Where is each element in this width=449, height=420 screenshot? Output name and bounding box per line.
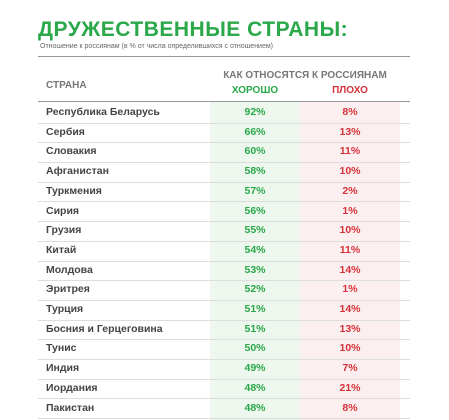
table-row: Китай 54% 11%: [38, 241, 410, 262]
good-value: 56%: [244, 204, 266, 217]
table-row: Сирия 56% 1%: [38, 202, 410, 223]
country: Молдова: [46, 263, 93, 276]
country: Турция: [46, 303, 84, 315]
bad-value: 11%: [339, 145, 361, 158]
country: Китай: [46, 243, 77, 256]
table-row: Республика Беларусь 92% 8%: [38, 103, 410, 124]
table-row: Иордания 48% 21%: [38, 379, 410, 400]
bad-value: 14%: [339, 303, 361, 315]
good-value: 66%: [244, 125, 266, 138]
table-row: Туркмения 57% 2%: [38, 182, 410, 203]
good-value: 51%: [244, 322, 266, 335]
divider: [38, 56, 410, 57]
bad-value: 10%: [339, 342, 361, 355]
good-value: 58%: [244, 165, 266, 178]
table-row: Молдова 53% 14%: [38, 261, 410, 282]
country: Тунис: [46, 342, 77, 355]
good-value: 54%: [244, 243, 266, 256]
table-row: Сербия 66% 13%: [38, 123, 410, 144]
good-value: 92%: [244, 106, 266, 118]
country: Туркмения: [46, 184, 102, 197]
table-row: Грузия 55% 10%: [38, 221, 410, 242]
country: Республика Беларусь: [46, 106, 160, 118]
bad-value: 10%: [339, 224, 361, 237]
good-value: 57%: [244, 184, 266, 197]
good-value: 60%: [244, 145, 266, 158]
table-row: Турция 51% 14%: [38, 300, 410, 321]
country: Босния и Герцеговина: [46, 322, 163, 335]
country: Словакия: [46, 145, 97, 158]
group-header: КАК ОТНОСЯТСЯ К РОССИЯНАМ: [223, 70, 387, 81]
table-row: Эритрея 52% 1%: [38, 280, 410, 301]
good-value: 53%: [244, 263, 266, 276]
good-value: 49%: [244, 362, 266, 375]
table-row: Словакия 60% 11%: [38, 142, 410, 164]
bad-value: 11%: [339, 243, 361, 256]
table-row: Босния и Герцеговина 51% 13%: [38, 320, 410, 341]
bad-value: 8%: [342, 106, 358, 118]
title: ДРУЖЕСТВЕННЫЕ СТРАНЫ:: [38, 18, 349, 41]
bad-value: 21%: [339, 381, 361, 394]
table-row: Афганистан 58% 10%: [38, 162, 410, 183]
country: Сирия: [46, 204, 80, 217]
bad-value: 8%: [342, 401, 358, 414]
bad-value: 13%: [339, 125, 361, 138]
country: Эритрея: [46, 283, 90, 296]
country: Индия: [46, 362, 80, 375]
bad-value: 10%: [339, 165, 361, 178]
bad-value: 7%: [342, 362, 358, 375]
table-row: Индия 49% 7%: [38, 359, 410, 380]
bad-value: 2%: [342, 184, 358, 197]
good-value: 55%: [244, 224, 266, 237]
country: Афганистан: [46, 165, 109, 178]
good-value: 48%: [244, 381, 266, 394]
country: Грузия: [46, 224, 82, 237]
bad-value: 13%: [339, 322, 361, 335]
good-value: 48%: [244, 401, 266, 414]
divider: [38, 101, 410, 102]
table-row: Пакистан 48% 8%: [38, 399, 410, 420]
bad-header: ПЛОХО: [332, 85, 368, 96]
bad-value: 1%: [342, 204, 358, 217]
bad-value: 14%: [339, 263, 361, 276]
subtitle: Отношение к россиянам (в % от числа опре…: [40, 43, 274, 50]
country: Сербия: [46, 125, 85, 138]
country: Иордания: [46, 381, 98, 394]
country-header: СТРАНА: [46, 80, 87, 91]
table-row: Тунис 50% 10%: [38, 339, 410, 361]
good-value: 51%: [244, 303, 266, 315]
good-value: 52%: [244, 283, 266, 296]
country: Пакистан: [46, 401, 95, 414]
bad-value: 1%: [342, 283, 358, 296]
good-header: ХОРОШО: [231, 85, 279, 96]
good-value: 50%: [244, 342, 266, 355]
